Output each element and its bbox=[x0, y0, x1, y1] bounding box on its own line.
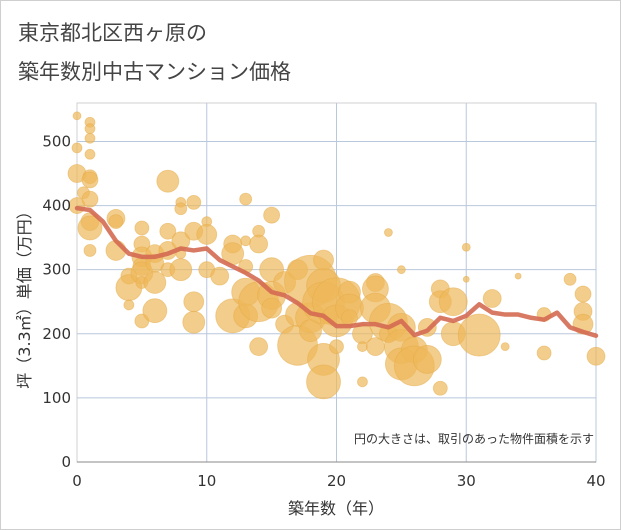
bubble-point bbox=[263, 206, 281, 224]
bubble-point bbox=[412, 345, 442, 374]
bubble-point bbox=[461, 242, 471, 252]
bubble-point bbox=[357, 341, 368, 353]
bubble-point bbox=[186, 194, 202, 210]
bubble-point bbox=[432, 380, 448, 396]
bubble-point bbox=[81, 171, 99, 189]
chart-title-line1: 東京都北区西ヶ原の bbox=[18, 21, 207, 45]
bubble-point bbox=[586, 346, 606, 366]
bubble-point bbox=[71, 142, 83, 154]
bubble-point bbox=[249, 337, 269, 357]
bubble-point bbox=[306, 364, 341, 400]
bubble-point bbox=[72, 111, 82, 121]
bubble-point bbox=[514, 272, 522, 280]
bubble-point bbox=[329, 339, 344, 355]
bubble-point bbox=[142, 298, 168, 324]
bubble-point bbox=[574, 285, 592, 303]
bubble-point bbox=[196, 224, 218, 245]
bubble-point bbox=[169, 258, 193, 282]
bubble-point bbox=[84, 148, 96, 160]
y-tick-label: 200 bbox=[42, 325, 71, 343]
bubble-point bbox=[313, 249, 334, 271]
bubble-point bbox=[563, 272, 577, 286]
bubble-point bbox=[457, 313, 501, 357]
bubble-point bbox=[438, 287, 468, 317]
y-tick-label: 100 bbox=[42, 389, 71, 407]
bubble-point bbox=[81, 190, 99, 208]
y-tick-label: 300 bbox=[42, 261, 71, 279]
x-tick-label: 40 bbox=[586, 472, 605, 490]
bubble-point bbox=[84, 123, 96, 135]
trend-line bbox=[74, 205, 599, 338]
x-tick-label: 10 bbox=[197, 472, 216, 490]
bubble-point bbox=[261, 297, 283, 319]
y-tick-label: 500 bbox=[42, 132, 71, 150]
bubble-point bbox=[83, 244, 97, 257]
x-axis-label: 築年数（年） bbox=[288, 499, 384, 518]
chart-title-line2: 築年数別中古マンション価格 bbox=[18, 60, 291, 84]
bubble-size-note: 円の大きさは、取引のあった物件面積を示す bbox=[354, 431, 594, 446]
bubble-point bbox=[240, 235, 252, 247]
bubble-point bbox=[123, 299, 135, 311]
bubble-point bbox=[183, 291, 205, 313]
x-tick-label: 20 bbox=[327, 472, 346, 490]
bubble-point bbox=[156, 169, 180, 193]
bubble-point bbox=[174, 202, 188, 216]
bubble-point bbox=[500, 342, 510, 352]
bubble-point bbox=[108, 214, 124, 229]
bubble-point bbox=[357, 376, 368, 388]
bubble-point bbox=[182, 310, 206, 334]
bubble-point bbox=[462, 275, 470, 283]
bubble-point bbox=[383, 228, 393, 237]
bubble-point bbox=[396, 265, 406, 275]
bubble-point bbox=[482, 289, 502, 308]
x-tick-label: 0 bbox=[72, 472, 82, 490]
bubble-point bbox=[210, 266, 230, 286]
bubble-point bbox=[159, 222, 177, 240]
bubble-point bbox=[249, 234, 269, 254]
y-tick-label: 400 bbox=[42, 197, 71, 215]
bubble-point bbox=[239, 192, 253, 206]
y-axis-label: 坪（3.3㎡）単価（万円） bbox=[15, 203, 34, 388]
bubble-point bbox=[77, 215, 103, 241]
grid-layer bbox=[76, 102, 597, 463]
bubble-point bbox=[134, 220, 150, 236]
bubble-point bbox=[536, 345, 552, 361]
bubble-point bbox=[84, 132, 96, 144]
bubble-point bbox=[143, 271, 167, 294]
trend-line-layer bbox=[74, 205, 599, 338]
x-tick-label: 30 bbox=[457, 472, 476, 490]
y-tick-label: 0 bbox=[61, 453, 71, 471]
